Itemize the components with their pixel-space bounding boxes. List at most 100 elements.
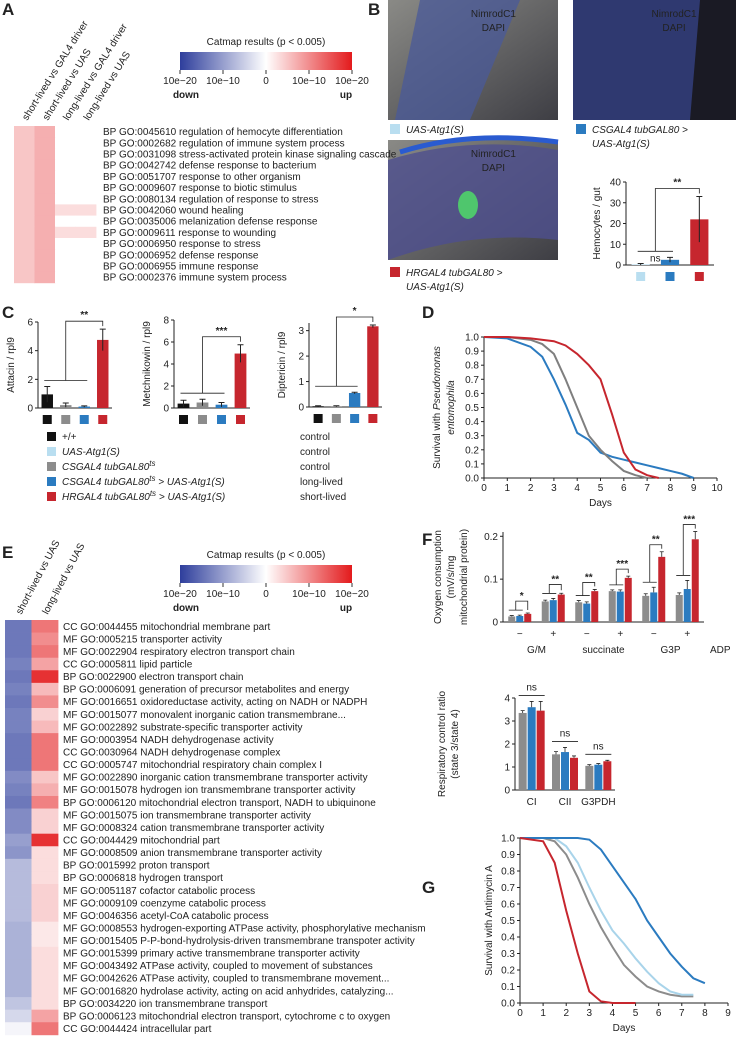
heatmap-cell	[31, 733, 59, 747]
line-series	[520, 837, 706, 985]
bar	[527, 707, 536, 790]
x-tick-label: 1	[540, 1008, 546, 1019]
heatmap-cell	[34, 182, 56, 194]
heatmap-cell	[5, 858, 32, 872]
bar	[570, 757, 578, 790]
legend-label: +/+	[62, 432, 77, 443]
row-label: BP GO:0045610 regulation of hemocyte dif…	[103, 127, 343, 138]
y-tick-label: 10	[610, 240, 622, 251]
y-tick-label: 0.1	[501, 982, 515, 993]
heatmap-cell	[55, 215, 76, 228]
row-label: BP GO:0002682 regulation of immune syste…	[103, 138, 345, 149]
y-tick-label: 0.4	[501, 933, 515, 944]
heatmap-cell	[31, 971, 59, 985]
y-tick-label: 2	[27, 375, 33, 386]
bar	[549, 600, 557, 622]
row-label: BP GO:0006955 immune response	[103, 262, 259, 273]
y-axis-label: Oxygen consumption	[433, 530, 444, 624]
y-tick-label: 0	[492, 618, 498, 629]
legend-label: UAS-Atg1(S)	[592, 139, 650, 150]
error-bar	[525, 612, 530, 614]
heatmap-cell	[34, 226, 56, 239]
y-tick-label: 0.0	[465, 474, 479, 485]
y-tick-label: 3	[298, 326, 304, 337]
error-bar	[685, 580, 690, 589]
error-bar	[592, 589, 597, 592]
heatmap-cell	[14, 148, 35, 160]
row-label: BP GO:0009607 response to biotic stimulu…	[103, 183, 297, 194]
significance-label: ns	[593, 741, 604, 752]
heatmap-cell	[34, 159, 56, 172]
colorbar-tick-label: 10e−10	[206, 76, 240, 87]
y-tick-label: 0	[504, 786, 510, 797]
y-tick-label: 6	[163, 338, 169, 349]
heatmap-cell	[5, 632, 32, 646]
heatmap-cell	[31, 934, 59, 948]
error-bar	[554, 751, 558, 755]
row-label: MF GO:0008553 hydrogen-exporting ATPase …	[63, 923, 426, 934]
heatmap-cell	[31, 821, 59, 835]
row-label: CC GO:0044424 intracellular part	[63, 1024, 212, 1035]
error-bar	[637, 263, 644, 265]
row-label: CC GO:0030964 NADH dehydrogenase complex	[63, 747, 280, 758]
y-tick-label: 0.7	[465, 375, 479, 386]
colorbar-title: Catmap results (p < 0.005)	[207, 37, 326, 48]
y-tick-label: 0.8	[501, 867, 515, 878]
row-label: MF GO:0008509 anion transmembrane transp…	[63, 848, 322, 859]
panel-label: G	[422, 878, 435, 897]
legend-label: CSGAL4 tubGAL80ts > UAS-Atg1(S)	[62, 474, 225, 489]
heatmap-cell	[75, 148, 97, 160]
legend-group: control	[300, 462, 330, 473]
row-label: BP GO:0042742 defense response to bacter…	[103, 161, 316, 172]
heatmap-cell	[5, 833, 32, 847]
heatmap-cell	[55, 260, 76, 272]
row-label: CC GO:0044455 mitochondrial membrane par…	[63, 622, 271, 633]
colorbar	[180, 565, 352, 583]
heatmap-cell	[31, 808, 59, 822]
heatmap-cell	[14, 271, 35, 284]
significance-bracket	[609, 568, 629, 586]
bar	[557, 594, 565, 622]
error-bar	[559, 592, 564, 595]
line-series	[520, 837, 694, 998]
y-axis-label: Hemocytes / gut	[592, 187, 603, 259]
y-axis-label: Metchnikowin / rpl9	[142, 321, 153, 407]
heatmap-cell	[5, 1022, 32, 1036]
y-tick-label: 0.5	[501, 916, 515, 927]
heatmap-cell	[55, 193, 76, 205]
legend-label-part: ts	[150, 489, 156, 498]
error-bar	[651, 586, 656, 593]
error-bar	[572, 755, 576, 758]
heatmap-cell	[31, 883, 59, 897]
bar	[516, 616, 524, 622]
heatmap-cell	[5, 934, 32, 948]
heatmap-cell	[34, 170, 56, 183]
y-axis-label: mitochondrial protein)	[459, 529, 470, 625]
heatmap-cell	[75, 126, 97, 138]
significance-label: ***	[216, 326, 228, 337]
panel-label: A	[2, 0, 14, 19]
heatmap-cell	[75, 204, 97, 216]
error-bar	[315, 405, 322, 407]
y-tick-label: 0	[163, 404, 169, 415]
heatmap-cell	[5, 997, 32, 1011]
row-label: MF GO:0042626 ATPase activity, coupled t…	[63, 974, 389, 985]
error-bar	[576, 600, 581, 603]
y-axis-label-part: Pseudomonas	[432, 346, 443, 410]
colorbar-low-label: down	[173, 603, 199, 614]
y-tick-label: 0.0	[501, 999, 515, 1010]
panel-label: B	[368, 0, 380, 19]
heatmap-cell	[5, 720, 32, 734]
error-bar	[237, 344, 244, 363]
x-tick-label: 7	[644, 483, 650, 494]
colorbar-tick-label: 10e−20	[335, 589, 369, 600]
heatmap-cell	[5, 896, 32, 910]
heatmap-cell	[55, 271, 76, 284]
heatmap-cell	[5, 808, 32, 822]
error-bar	[596, 763, 601, 765]
heatmap-cell	[31, 695, 59, 709]
row-label: BP GO:0035006 melanization defense respo…	[103, 217, 318, 228]
row-label: BP GO:0006091 generation of precursor me…	[63, 685, 349, 696]
bar	[585, 765, 594, 790]
error-bar	[529, 701, 534, 708]
